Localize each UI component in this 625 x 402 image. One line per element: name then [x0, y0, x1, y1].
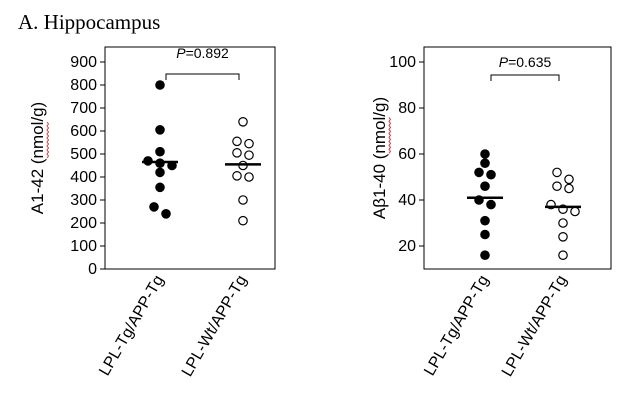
y-tick-label: 100	[389, 54, 416, 71]
p-value-number: =0.892	[186, 45, 229, 61]
data-point	[149, 202, 159, 212]
p-value-label: P=0.635	[499, 54, 552, 70]
category-label-2: LPL-Wt/APP-Tg	[499, 273, 571, 380]
plot-frame	[423, 46, 612, 270]
p-value-label: P=0.892	[176, 45, 229, 61]
data-point	[486, 169, 496, 180]
y-tick-label: 100	[70, 238, 97, 255]
y-tick-label: 0	[88, 261, 97, 278]
p-value-number: =0.635	[508, 54, 551, 70]
category-label-1: LPL-Tg/APP-Tg	[421, 273, 492, 379]
data-point	[232, 148, 242, 158]
data-point	[480, 215, 490, 226]
data-point	[564, 174, 574, 185]
y-axis-label: Aβ1-40 (nmol/g)	[370, 97, 389, 219]
category-label-1: LPL-Tg/APP-Tg	[96, 273, 167, 379]
data-point	[474, 167, 484, 178]
data-point	[558, 232, 568, 242]
y-tick-label: 400	[70, 169, 97, 186]
y-tick-label: 700	[70, 100, 97, 117]
data-point	[232, 171, 242, 181]
data-point	[552, 167, 562, 178]
y-tick-label: 20	[398, 238, 416, 255]
y-tick-label: 800	[70, 77, 97, 94]
y-tick-label: 60	[398, 146, 416, 163]
data-point	[480, 181, 490, 191]
data-point	[480, 250, 490, 260]
data-point	[238, 215, 248, 226]
data-point	[238, 117, 248, 127]
data-point	[480, 229, 490, 240]
data-point	[232, 136, 242, 147]
y-tick-label: 80	[398, 100, 416, 117]
y-axis-label: A1-42 (nmol/g)	[28, 102, 47, 214]
significance-bracket	[490, 74, 560, 81]
data-point	[155, 167, 165, 178]
data-point	[244, 138, 254, 149]
p-value-symbol: P	[499, 54, 509, 70]
data-point	[155, 182, 165, 193]
data-point	[564, 183, 574, 194]
data-point	[244, 150, 254, 160]
data-point	[155, 80, 165, 90]
data-point	[238, 195, 248, 205]
data-point	[244, 172, 254, 182]
y-tick-label: 300	[70, 192, 97, 209]
data-point	[558, 250, 568, 260]
data-point	[558, 218, 568, 228]
y-tick-label: 500	[70, 146, 97, 163]
label-underline	[388, 117, 392, 154]
chart-panel-2: 20 40 60 80 100 Aβ1-40 (nmol/g) LPL-Tg/APP-Tg L…	[370, 46, 612, 380]
data-point	[486, 199, 496, 210]
y-tick-label: 900	[70, 54, 97, 71]
category-label-2: LPL-Wt/APP-Tg	[179, 273, 251, 380]
data-point	[480, 158, 490, 168]
data-point	[155, 146, 165, 157]
y-tick-label: 200	[70, 215, 97, 232]
significance-bracket	[165, 73, 240, 80]
data-point	[552, 181, 562, 191]
p-value-symbol: P	[176, 45, 186, 61]
data-point	[480, 149, 490, 159]
figure-title: A. Hippocampus	[18, 10, 161, 34]
chart-panel-1: 0 100 200 300 400 500 600 700 800 900 A1-42 (nmol/…	[28, 45, 276, 380]
label-underline	[46, 121, 50, 159]
plot-frame	[104, 46, 276, 270]
data-point	[155, 125, 165, 135]
data-point	[570, 206, 580, 217]
y-tick-label: 40	[398, 192, 416, 209]
y-tick-label: 600	[70, 123, 97, 140]
data-point	[161, 209, 171, 219]
